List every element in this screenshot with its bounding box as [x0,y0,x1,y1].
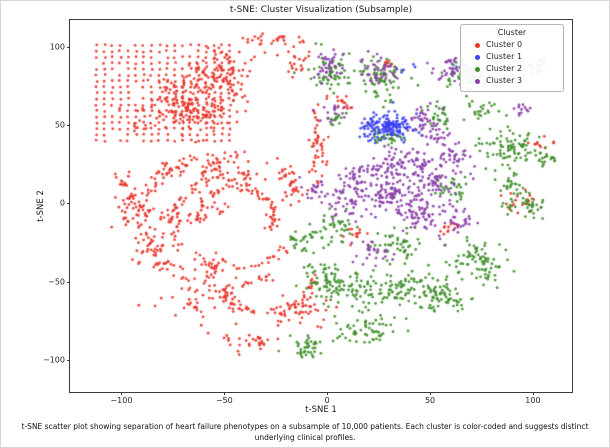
legend-entry-2: Cluster 2 [467,63,557,75]
y-tick-mark [67,124,70,126]
x-tick-mark [532,392,534,395]
y-tick-label: −50 [48,277,65,287]
x-axis-label: t-SNE 1 [305,405,337,415]
x-tick-label: 0 [324,396,330,405]
legend-entry-3: Cluster 3 [467,75,557,87]
legend-entry-0: Cluster 0 [467,39,557,51]
x-tick-mark [224,392,226,395]
y-tick-mark [67,281,70,283]
legend-entry-label: Cluster 0 [486,40,523,49]
legend-entries: Cluster 0 Cluster 1 Cluster 2 Cluster 3 [467,39,557,87]
legend-entry-1: Cluster 1 [467,51,557,63]
y-tick-mark [67,46,70,48]
x-tick-mark [430,392,432,395]
y-tick-label: 0 [59,198,65,208]
legend-entry-label: Cluster 1 [486,52,523,61]
x-tick-label: 50 [424,396,436,405]
x-tick-label: 100 [525,396,541,405]
y-tick-mark [67,203,70,205]
x-tick-mark [327,392,329,395]
x-tick-label: −100 [110,396,133,405]
figure-caption: t-SNE scatter plot showing separation of… [21,422,589,442]
chart-title: t-SNE: Cluster Visualization (Subsample) [229,5,413,15]
legend-marker-icon [475,42,480,48]
x-tick-mark [121,392,123,395]
y-tick-label: 50 [54,120,65,130]
legend-entry-label: Cluster 2 [486,64,523,73]
y-tick-mark [67,359,70,361]
plot-area: Cluster Cluster 0 Cluster 1 Cluster 2 Clust… [43,19,573,405]
legend-marker-icon [475,54,480,60]
legend-title: Cluster [497,28,527,37]
y-tick-label: 100 [49,42,65,52]
y-axis-label: t-SNE 2 [36,190,46,222]
x-tick-label: −50 [215,396,233,405]
y-tick-label: −100 [43,355,65,365]
legend-marker-icon [475,78,480,84]
legend: Cluster Cluster 0 Cluster 1 Cluster 2 Clust… [460,24,564,92]
legend-marker-icon [475,66,480,72]
legend-entry-label: Cluster 3 [486,76,523,85]
